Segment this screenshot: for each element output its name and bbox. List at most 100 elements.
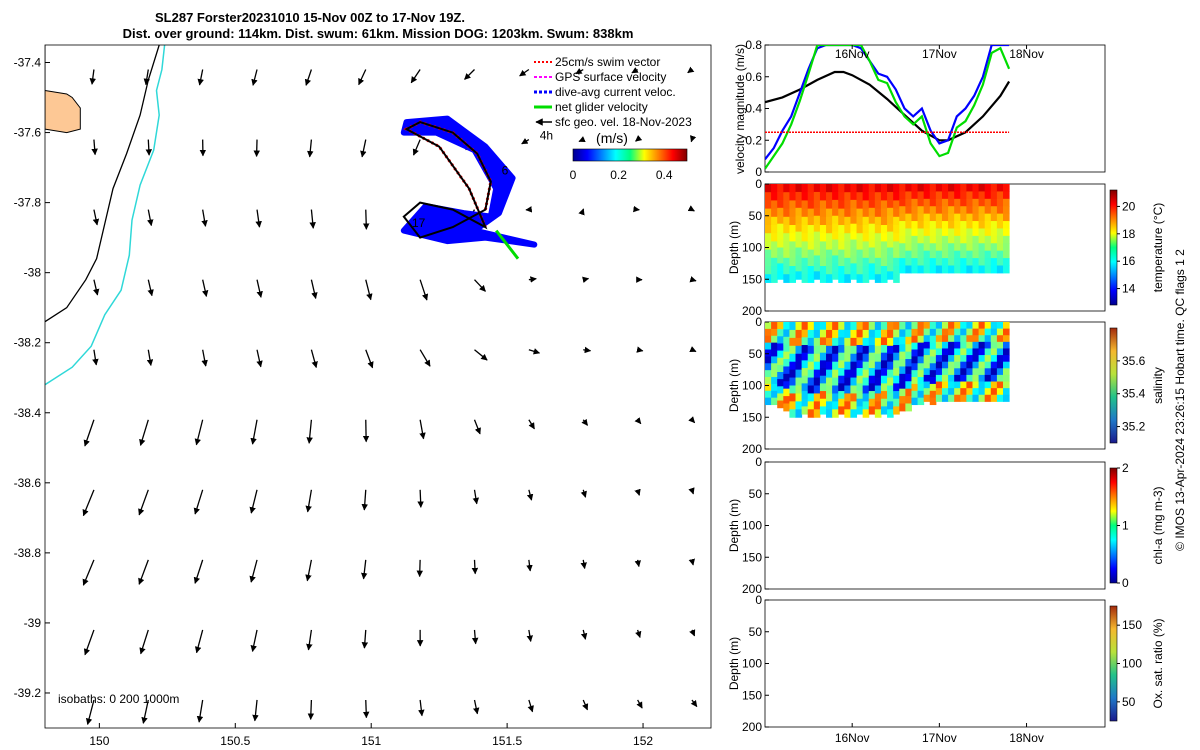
section-cell xyxy=(996,348,1004,356)
section-cell xyxy=(960,368,967,376)
section-cell xyxy=(911,250,919,259)
section-cell xyxy=(838,241,845,251)
section-cell xyxy=(887,385,894,394)
section-cell xyxy=(984,388,992,396)
section-cell xyxy=(954,322,961,330)
section-cell xyxy=(984,341,992,349)
section-cell xyxy=(807,274,815,283)
section-cell xyxy=(777,343,784,352)
section-cell xyxy=(765,397,772,406)
section-cell xyxy=(960,328,967,336)
section-cell xyxy=(850,322,858,331)
section-cell xyxy=(862,249,870,259)
section-cell xyxy=(850,329,858,339)
section-cell xyxy=(984,355,992,363)
section-cell xyxy=(984,258,992,266)
section-cell xyxy=(874,393,882,402)
section-cell xyxy=(868,255,876,264)
section-cell xyxy=(893,208,900,218)
section-cell xyxy=(960,355,967,363)
geo-vector xyxy=(145,139,153,156)
section-cell xyxy=(935,213,943,222)
section-cell xyxy=(826,257,833,267)
geo-vector xyxy=(143,69,151,86)
section-cell xyxy=(972,368,980,376)
section-cell xyxy=(880,208,888,218)
section-cell xyxy=(801,233,809,242)
section-cell xyxy=(978,258,986,266)
geo-vector xyxy=(687,66,695,74)
section-cell xyxy=(917,206,925,215)
geo-vector xyxy=(193,489,204,515)
section-cell xyxy=(935,243,943,252)
section-cell xyxy=(789,274,797,283)
section-cell xyxy=(996,394,1004,402)
section-cell xyxy=(978,341,986,349)
section-cell xyxy=(832,223,839,233)
section-cell xyxy=(844,337,851,347)
section-cell xyxy=(893,249,900,259)
section-cell xyxy=(948,228,955,237)
section-cell xyxy=(826,337,833,347)
section-cell xyxy=(807,409,815,418)
section-cell xyxy=(771,383,778,392)
section-cell xyxy=(868,199,876,209)
section-cell xyxy=(887,369,894,379)
section-cell xyxy=(972,235,980,244)
section-cell xyxy=(868,263,876,272)
section-cell xyxy=(777,215,784,225)
section-cell xyxy=(948,221,955,229)
geo-vector xyxy=(365,349,374,369)
section-cell xyxy=(929,335,937,344)
section-cell xyxy=(1003,368,1010,376)
geo-vector xyxy=(472,699,480,715)
velocity-x-ticks: 16Nov 17Nov 18Nov xyxy=(835,45,1044,61)
section-cell xyxy=(929,383,937,392)
section-cell xyxy=(911,221,919,229)
section-cell xyxy=(990,341,998,349)
section-cell xyxy=(990,355,998,363)
section-cell xyxy=(1003,381,1010,389)
geo-vector xyxy=(526,489,534,501)
section-cell xyxy=(832,345,839,355)
section-cell xyxy=(813,271,821,280)
geo-vector xyxy=(464,69,475,80)
section-cell xyxy=(941,322,949,330)
section-cell xyxy=(850,409,858,418)
section-cell xyxy=(935,322,943,330)
section-cell xyxy=(850,369,858,379)
section-cell xyxy=(929,322,937,330)
geo-vector xyxy=(306,629,313,651)
section-cell xyxy=(874,345,882,355)
section-cell xyxy=(929,370,937,378)
section-cell xyxy=(923,198,931,207)
net-glider-velocity-vector xyxy=(495,229,520,260)
section-cell xyxy=(832,231,839,241)
section-cell xyxy=(868,398,876,407)
section-cell xyxy=(899,336,906,345)
section-cell xyxy=(1003,191,1010,200)
section-cell xyxy=(941,381,949,389)
section-cell xyxy=(941,328,949,336)
section-cell xyxy=(801,208,809,218)
section-cell xyxy=(813,239,821,248)
section-cell xyxy=(789,249,797,259)
section-cell xyxy=(966,265,973,274)
section-cell xyxy=(832,401,839,410)
section-y-tick-label: 200 xyxy=(742,442,762,456)
section-cell xyxy=(826,345,833,355)
section-cell xyxy=(819,184,827,193)
section-cell xyxy=(801,322,809,331)
section-cell xyxy=(856,225,864,234)
section-cell xyxy=(935,381,943,389)
section-cell xyxy=(923,394,931,402)
section-cell xyxy=(1003,184,1010,192)
section-ylabel: Depth (m) xyxy=(727,499,741,552)
section-cell xyxy=(832,191,839,201)
section-ylabel: Depth (m) xyxy=(727,221,741,274)
section-cell xyxy=(966,322,973,330)
section-cell xyxy=(826,192,833,201)
section-cell xyxy=(813,337,821,347)
section-cell xyxy=(905,258,912,266)
section-y-tick-label: 100 xyxy=(742,241,762,255)
